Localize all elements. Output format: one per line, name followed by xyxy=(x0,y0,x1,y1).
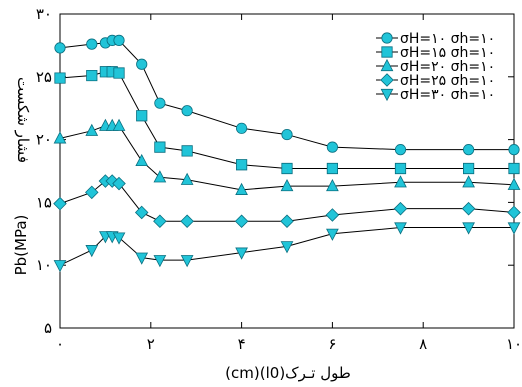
data-point xyxy=(462,222,475,235)
data-point xyxy=(326,179,339,192)
legend-entry: σH=۲۰ σh=۱۰ xyxy=(400,59,495,75)
data-point xyxy=(86,38,98,50)
data-point xyxy=(85,123,99,136)
data-point xyxy=(153,170,167,183)
data-point xyxy=(280,241,294,254)
data-point xyxy=(236,122,248,134)
data-point xyxy=(280,214,294,229)
data-point xyxy=(136,110,148,122)
legend-marker xyxy=(381,46,393,58)
x-tick-label: ۱۰ xyxy=(506,335,522,353)
legend-marker xyxy=(380,73,394,87)
data-point xyxy=(105,174,119,188)
x-tick-label: ۶ xyxy=(328,335,336,353)
x-tick-label: ۴ xyxy=(238,335,246,353)
data-point xyxy=(86,69,98,82)
data-point xyxy=(134,205,149,220)
data-point xyxy=(154,97,166,109)
data-point xyxy=(154,141,166,153)
data-point xyxy=(234,214,249,229)
legend-entry: σH=۳۰ σh=۱۰ xyxy=(400,87,495,103)
data-point xyxy=(507,205,521,220)
legend-entry: σH=۲۵ σh=۱۰ xyxy=(400,73,495,89)
data-point xyxy=(54,42,66,54)
data-point xyxy=(135,252,149,265)
data-point xyxy=(326,162,339,175)
data-point xyxy=(462,144,475,156)
data-point xyxy=(325,208,340,222)
data-point xyxy=(508,144,520,156)
data-point xyxy=(112,176,126,191)
data-point xyxy=(235,159,248,171)
y-axis-label: Pb(MPa) xyxy=(12,215,30,276)
data-point xyxy=(112,118,126,131)
y-tick-label: ۲۰ xyxy=(36,131,52,149)
data-point xyxy=(394,175,407,188)
data-point xyxy=(281,128,293,141)
data-point xyxy=(181,145,193,157)
data-point xyxy=(394,162,407,175)
data-point xyxy=(181,105,193,117)
data-point xyxy=(235,182,248,195)
legend-entry: σH=۱۰ σh=۱۰ xyxy=(400,31,495,47)
y-tick-label: ۳۰ xyxy=(36,5,52,23)
data-point xyxy=(136,58,148,70)
legend-marker xyxy=(380,58,394,72)
data-point xyxy=(113,67,125,79)
data-point xyxy=(112,232,126,245)
legend-marker xyxy=(380,88,394,102)
data-point xyxy=(113,34,125,46)
data-point xyxy=(53,196,67,211)
data-point xyxy=(394,144,407,156)
data-point xyxy=(508,162,520,175)
x-tick-label: ۰ xyxy=(56,335,64,353)
data-point xyxy=(180,214,194,229)
data-point xyxy=(280,179,294,192)
legend-marker xyxy=(381,32,393,44)
data-point xyxy=(507,177,521,190)
y-tick-label: ۱۵ xyxy=(36,193,52,211)
data-point xyxy=(153,214,167,229)
x-tick-label: ۸ xyxy=(419,335,427,353)
data-point xyxy=(507,222,521,235)
series-markers xyxy=(53,34,521,273)
y-tick-label: ۱۰ xyxy=(36,256,52,274)
data-point xyxy=(394,222,407,235)
data-point xyxy=(462,162,475,175)
data-point xyxy=(180,172,194,185)
data-point xyxy=(462,175,475,188)
data-point xyxy=(53,260,67,273)
data-point xyxy=(54,72,66,84)
data-point xyxy=(326,141,338,153)
x-axis-label: طول تـرک(l0)(cm) xyxy=(225,364,351,382)
legend-entry: σH=۱۵ σh=۱۰ xyxy=(400,45,495,61)
data-point xyxy=(85,185,99,200)
y-axis-label-persian: فشار شکست xyxy=(14,77,32,163)
data-point xyxy=(135,153,149,167)
data-point xyxy=(235,247,248,260)
data-point xyxy=(326,228,339,241)
x-tick-label: ۲ xyxy=(147,335,155,353)
data-point xyxy=(180,255,194,268)
data-point xyxy=(53,131,67,144)
data-point xyxy=(153,255,167,268)
y-tick-label: ۵ xyxy=(44,319,52,337)
data-point xyxy=(393,201,408,216)
data-point xyxy=(281,162,293,175)
data-point xyxy=(461,201,476,216)
data-point xyxy=(85,245,99,258)
y-tick-label: ۲۵ xyxy=(36,68,52,86)
